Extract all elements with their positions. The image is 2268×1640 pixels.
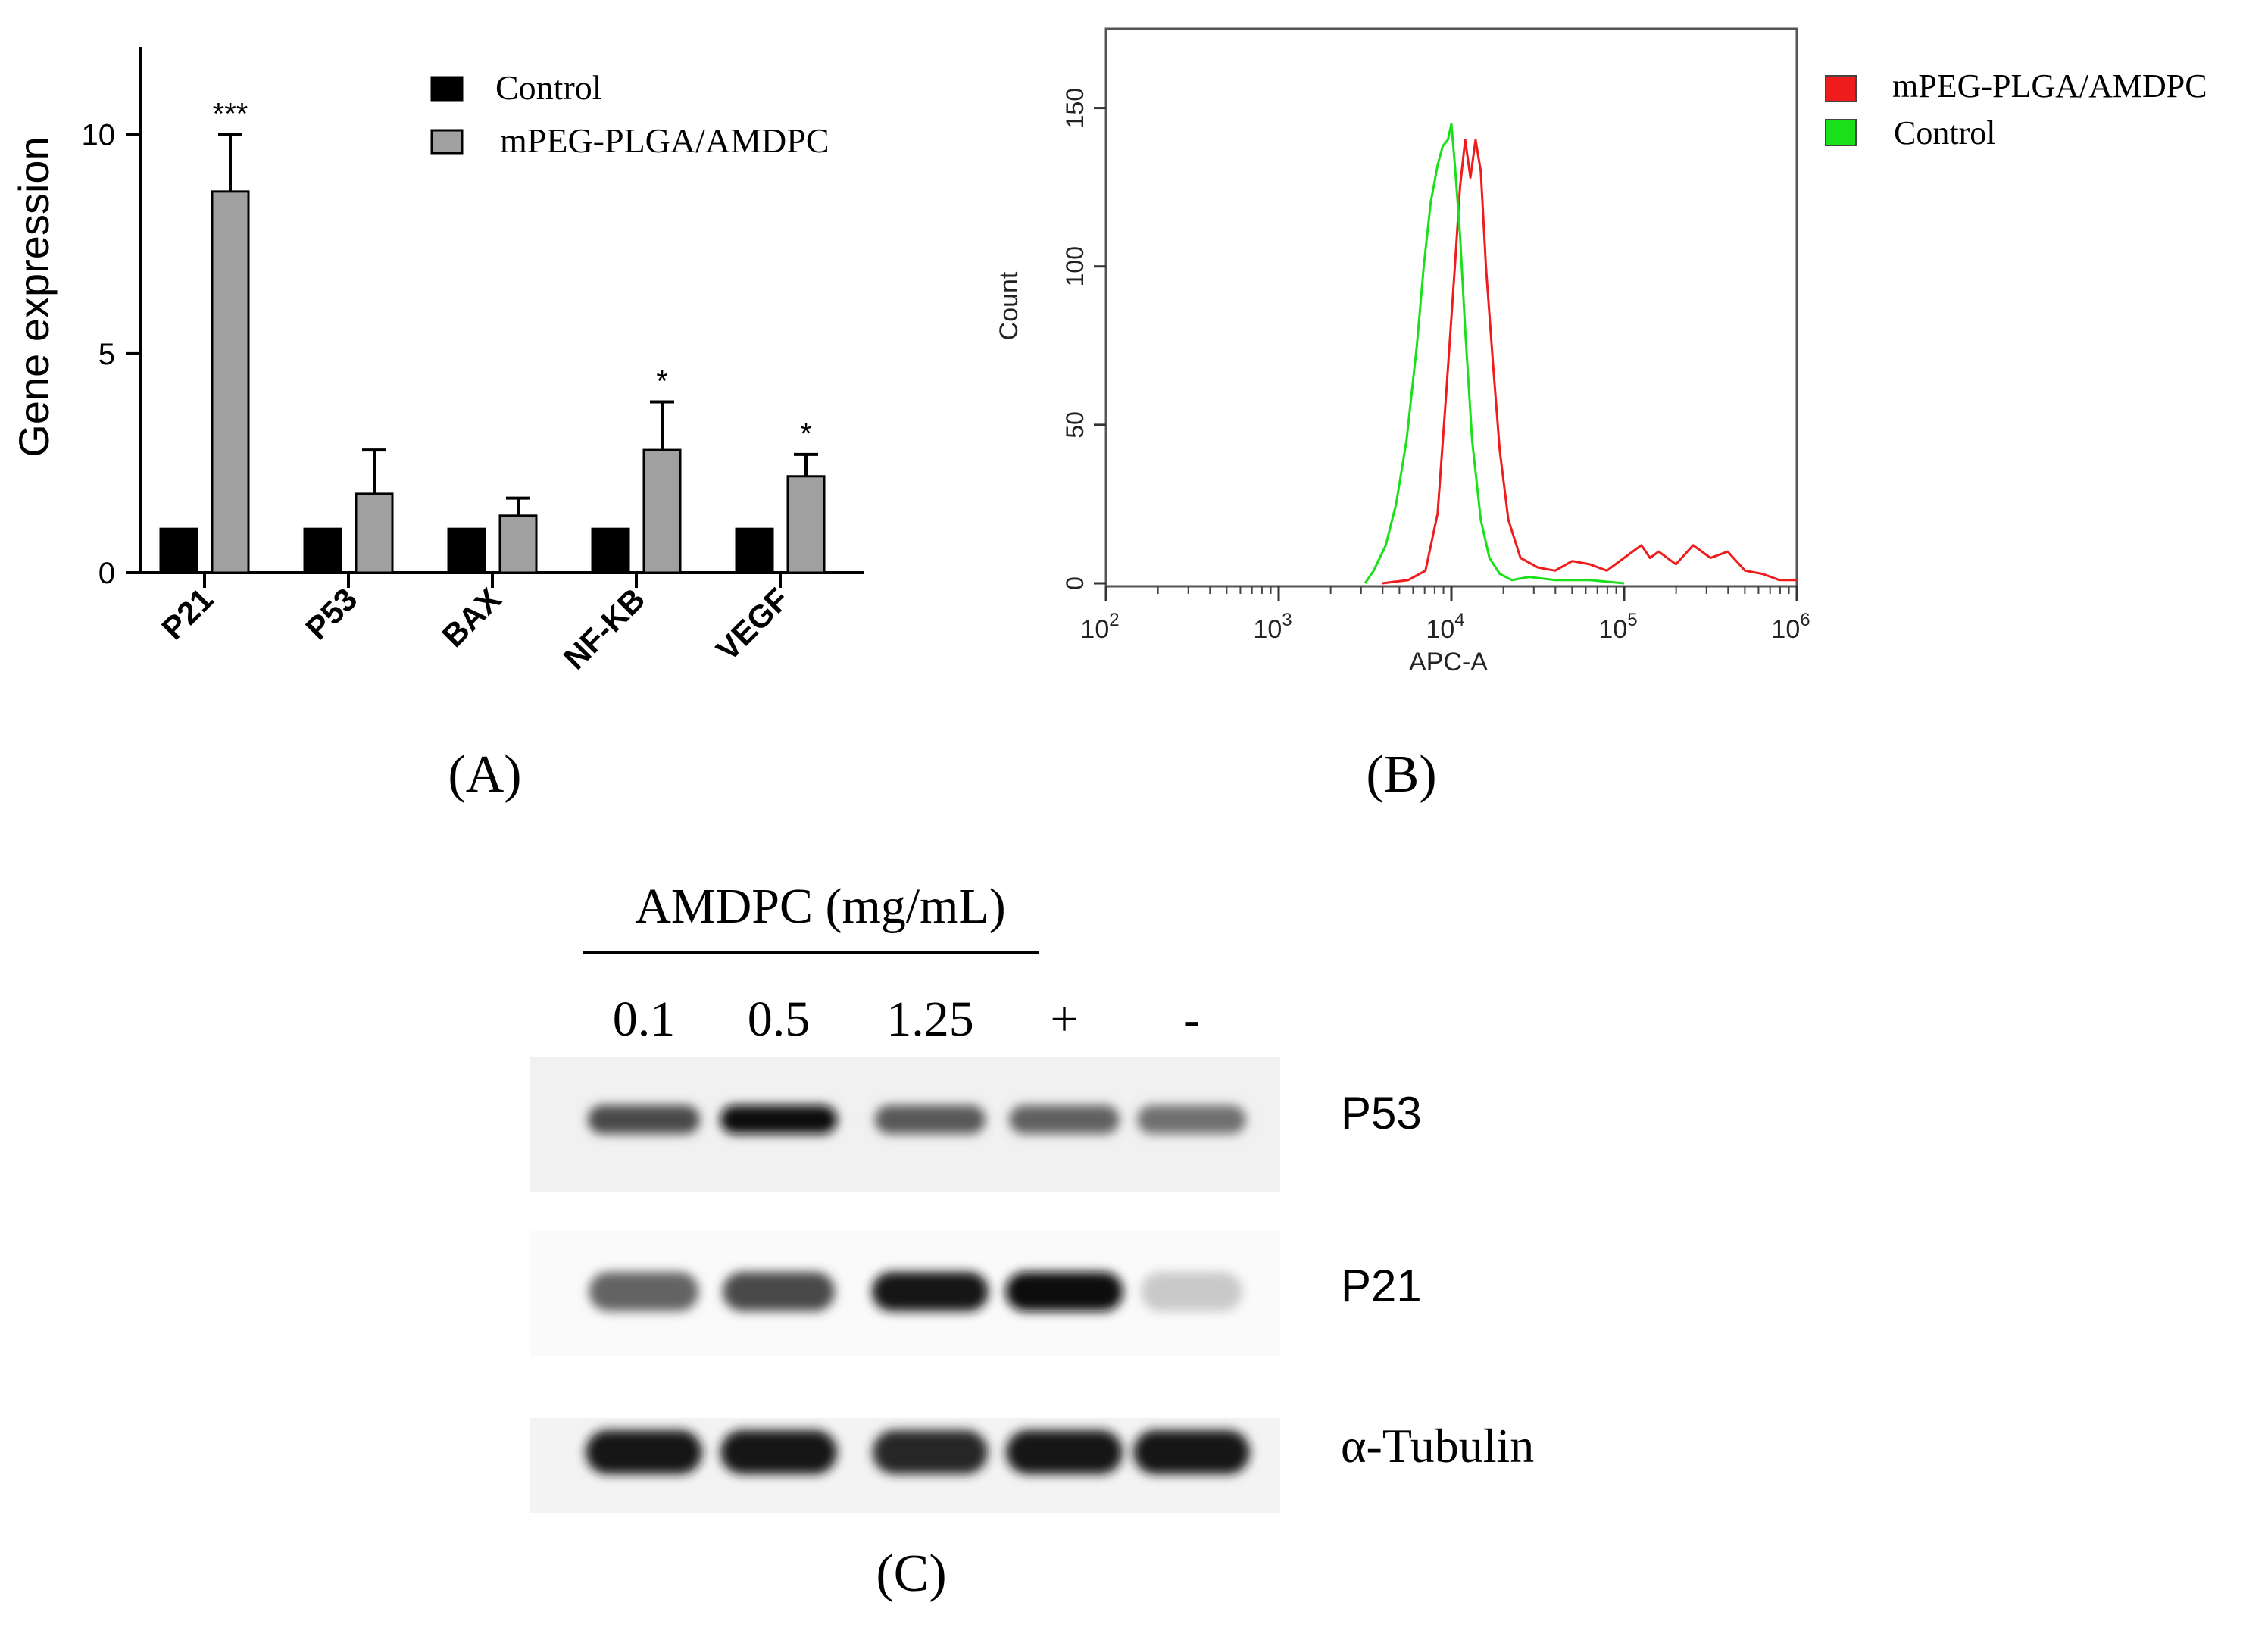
c-band-p53 [588,1105,700,1134]
b-y-tick-label: 50 [1061,411,1089,439]
c-row-label: α-Tubulin [1341,1419,1534,1473]
c-blot-header: AMDPC (mg/mL) [635,879,1006,934]
c-band-p53 [874,1105,986,1134]
b-x-tick-label: 104 [1426,610,1464,644]
a-bar-control-vegf [735,527,774,574]
a-significance-marker: * [800,417,812,451]
c-band-p21 [872,1272,989,1311]
c-lane-label: + [1050,992,1078,1047]
a-significance-marker: * [656,364,668,398]
b-histogram-treated [1382,138,1797,585]
b-x-tick-label: 103 [1253,610,1292,644]
panel-c-western-blot: AMDPC (mg/mL) 0.1 0.5 1.25 + - P53 P21 α-Tubul… [530,879,1534,1603]
a-bar-control-p21 [159,527,198,574]
b-legend-label-treated: mPEG-PLGA/AMDPC [1892,67,2207,105]
a-legend-swatch-treated [430,129,464,155]
c-lane-label: - [1183,992,1200,1047]
a-legend-label-treated: mPEG-PLGA/AMDPC [500,121,829,160]
panel-a-label: (A) [448,745,521,804]
c-band--tubulin [1133,1430,1250,1474]
a-x-tick-label: P53 [298,581,364,646]
c-band--tubulin [720,1430,837,1474]
panel-b-label: (B) [1366,745,1436,804]
c-band-p53 [1137,1105,1246,1134]
a-legend-swatch-control [430,76,464,102]
c-lane-label: 1.25 [886,992,974,1047]
a-bar-control-p53 [303,527,342,574]
a-bar-control-bax [447,527,486,574]
a-legend-label-control: Control [495,68,602,107]
b-y-axis-label: Count [995,271,1023,340]
b-x-axis-label: APC-A [1409,648,1488,676]
b-y-tick-label: 150 [1061,88,1089,128]
c-band--tubulin [1006,1430,1123,1474]
b-x-tick-label: 105 [1598,610,1637,644]
c-lane-label: 0.1 [613,992,676,1047]
b-y-tick-label: 0 [1061,576,1089,590]
a-x-tick-label: P21 [155,581,220,646]
a-bar-treated-nf-kb [642,448,682,574]
c-band-p21 [589,1272,699,1311]
a-x-tick-label: VEGF [709,581,795,667]
c-band--tubulin [873,1430,988,1474]
b-x-tick-label: 102 [1080,610,1119,644]
a-bar-treated-p21 [211,190,250,574]
panel-c-label: (C) [876,1545,946,1603]
c-row-label: P21 [1341,1260,1422,1311]
a-x-tick-label: NF-KB [557,581,652,676]
a-x-tick-label: BAX [435,581,508,654]
c-band-p21 [1141,1272,1242,1311]
c-lane-label: 0.5 [748,992,811,1047]
b-legend-swatch-control [1825,119,1857,146]
c-band--tubulin [586,1430,702,1474]
a-bar-treated-p53 [355,492,394,574]
c-band-p21 [723,1272,835,1311]
b-y-tick-label: 100 [1061,246,1089,286]
a-y-tick-label: 10 [82,119,116,152]
c-band-p21 [1005,1272,1123,1311]
a-bar-treated-bax [498,514,538,574]
a-y-tick-label: 5 [98,338,115,371]
a-bar-control-nf-kb [591,527,630,574]
b-legend-label-control: Control [1894,114,1995,152]
b-x-tick-label: 106 [1771,610,1810,644]
a-y-tick-label: 0 [98,557,115,590]
a-significance-marker: *** [213,98,248,131]
c-band-p53 [720,1105,838,1134]
panel-b-flow-histogram: 0 50 100 150 102 103 104 105 106 Count APC-A mP… [995,27,2207,804]
a-bar-treated-vegf [786,475,826,574]
a-y-axis-label: Gene expression [10,136,58,457]
c-row-label: P53 [1341,1088,1422,1139]
b-histogram-control [1364,123,1625,585]
c-band-p53 [1009,1105,1120,1134]
b-legend-swatch-treated [1825,75,1857,102]
